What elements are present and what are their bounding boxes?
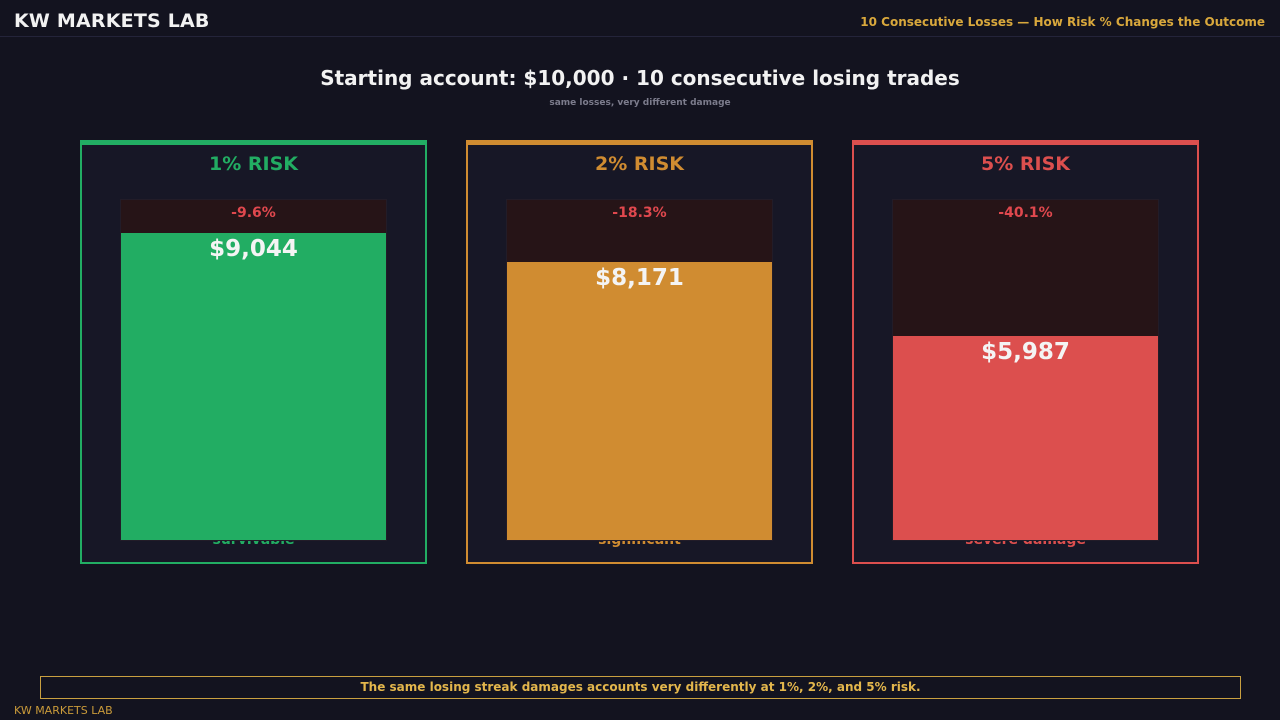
balance-track: -40.1% $5,987	[892, 199, 1159, 541]
balance-track: -18.3% $8,171	[506, 199, 773, 541]
ending-balance-label: $5,987	[981, 339, 1070, 365]
card-title: 2% RISK	[595, 153, 684, 175]
loss-percent-label: -9.6%	[231, 205, 276, 221]
chart-subheadline: same losses, very different damage	[549, 98, 731, 108]
loss-percent-label: -40.1%	[998, 205, 1053, 221]
chart-headline: Starting account: $10,000 · 10 consecuti…	[320, 66, 960, 90]
balance-bar	[507, 262, 772, 540]
header-divider	[0, 36, 1280, 37]
balance-track: -9.6% $9,044	[120, 199, 387, 541]
footer-note: The same losing streak damages accounts …	[40, 676, 1241, 699]
header-title: 10 Consecutive Losses — How Risk % Chang…	[860, 15, 1265, 29]
risk-card: 2% RISK significant -18.3% $8,171	[466, 140, 813, 564]
ending-balance-label: $9,044	[209, 236, 298, 262]
loss-percent-label: -18.3%	[612, 205, 667, 221]
footer-brand: KW MARKETS LAB	[14, 704, 113, 717]
risk-card: 5% RISK severe damage -40.1% $5,987	[852, 140, 1199, 564]
balance-bar	[893, 336, 1158, 540]
card-title: 5% RISK	[981, 153, 1070, 175]
balance-bar	[121, 233, 386, 540]
ending-balance-label: $8,171	[595, 265, 684, 291]
brand-logo-text: KW MARKETS LAB	[14, 10, 210, 32]
risk-card: 1% RISK survivable -9.6% $9,044	[80, 140, 427, 564]
card-title: 1% RISK	[209, 153, 298, 175]
